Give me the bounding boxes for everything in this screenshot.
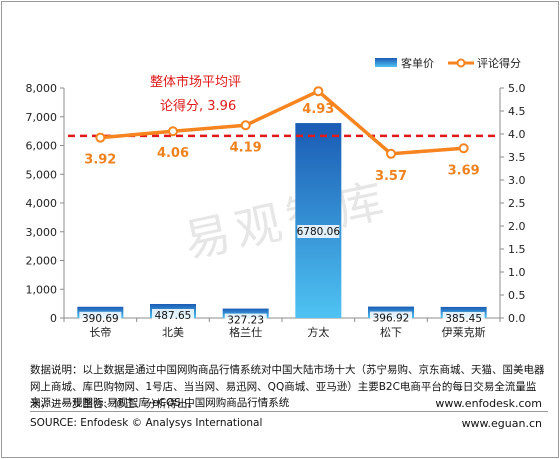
category-label: 格兰仕 <box>229 325 262 339</box>
line-point <box>168 126 178 137</box>
left-tick-label: 5,000 <box>26 168 58 181</box>
left-tick-label: 0 <box>50 312 57 325</box>
left-tick-label: 1,000 <box>26 283 58 296</box>
bar <box>222 308 269 318</box>
line-series <box>100 89 464 156</box>
data-note: 数据说明：以上数据是通过中国网购商品行情系统对中国大陆市场十大（苏宁易购、京东商… <box>30 364 545 410</box>
bar-label-bg <box>224 313 267 327</box>
right-tick-label: 1.5 <box>508 243 526 256</box>
left-tick-label: 6,000 <box>26 140 58 153</box>
right-tick-label: 0.0 <box>508 312 526 325</box>
line-point <box>458 143 469 154</box>
bar-label-bg <box>297 225 340 238</box>
bar-value-label: 390.69 <box>82 313 119 325</box>
source-en: SOURCE: Enfodesk © Analysys Internationa… <box>30 417 263 429</box>
right-tick-label: 3.5 <box>508 151 526 164</box>
source-cn: 来源：易观国际·易观智库·eCOS 中国网购商品行情系统 <box>30 397 290 409</box>
bar-value-label: 396.92 <box>373 313 410 325</box>
line-point <box>240 120 251 131</box>
line-point <box>386 148 396 159</box>
right-tick-label: 2.5 <box>508 197 526 210</box>
watermark: 易观智库 <box>179 172 394 268</box>
bar-value-label: 327.23 <box>227 315 264 327</box>
site-enfodesk: www.enfodesk.com <box>435 397 542 410</box>
legend-line-marker <box>456 58 466 68</box>
line-value-label: 3.69 <box>448 163 480 178</box>
line-value-label: 3.57 <box>375 169 407 184</box>
left-tick-label: 7,000 <box>26 111 58 124</box>
right-tick-label: 1.0 <box>508 266 526 279</box>
right-tick-label: 4.5 <box>508 105 526 118</box>
right-tick-label: 0.5 <box>508 289 526 302</box>
reference-label-line1: 整体市场平均评 <box>150 74 241 90</box>
line-point <box>313 86 324 97</box>
legend-line-label: 评论得分 <box>477 56 521 70</box>
left-tick-label: 3,000 <box>26 226 58 239</box>
right-tick-label: 4.0 <box>508 128 526 141</box>
line-value-label: 4.19 <box>230 140 262 155</box>
footer-divider <box>30 411 548 412</box>
right-tick-label: 5.0 <box>508 82 526 95</box>
legend-bar-label: 客单价 <box>401 56 434 70</box>
category-label: 松下 <box>380 325 402 339</box>
legend-bar-swatch <box>375 58 397 67</box>
site-eguan: www.eguan.cn <box>461 417 542 430</box>
bar-label-bg <box>442 311 485 325</box>
legend: 客单价 评论得分 <box>375 56 521 70</box>
category-label: 长帝 <box>89 325 111 339</box>
left-tick-label: 2,000 <box>26 255 58 268</box>
reference-label-line2: 论得分, 3.96 <box>160 98 236 114</box>
line-value-label: 4.93 <box>302 102 334 117</box>
left-tick-label: 4,000 <box>26 197 58 210</box>
bar-label-bg <box>152 308 194 322</box>
category-label: 方太 <box>307 325 329 339</box>
line-value-label: 3.92 <box>84 153 116 168</box>
bar-value-label: 487.65 <box>155 310 192 322</box>
category-label: 北美 <box>162 326 184 339</box>
bar-label-bg <box>370 311 412 325</box>
line-value-label: 4.06 <box>157 146 189 161</box>
category-label: 伊莱克斯 <box>442 326 486 339</box>
right-tick-label: 3.0 <box>508 174 526 187</box>
bar-value-label: 385.45 <box>445 313 482 325</box>
bar-label-bg <box>79 311 122 325</box>
bar-value-label: 6780.06 <box>297 226 341 238</box>
line-point <box>95 132 106 143</box>
left-tick-label: 8,000 <box>26 82 58 95</box>
bar <box>295 123 342 318</box>
right-tick-label: 2.0 <box>508 220 526 233</box>
